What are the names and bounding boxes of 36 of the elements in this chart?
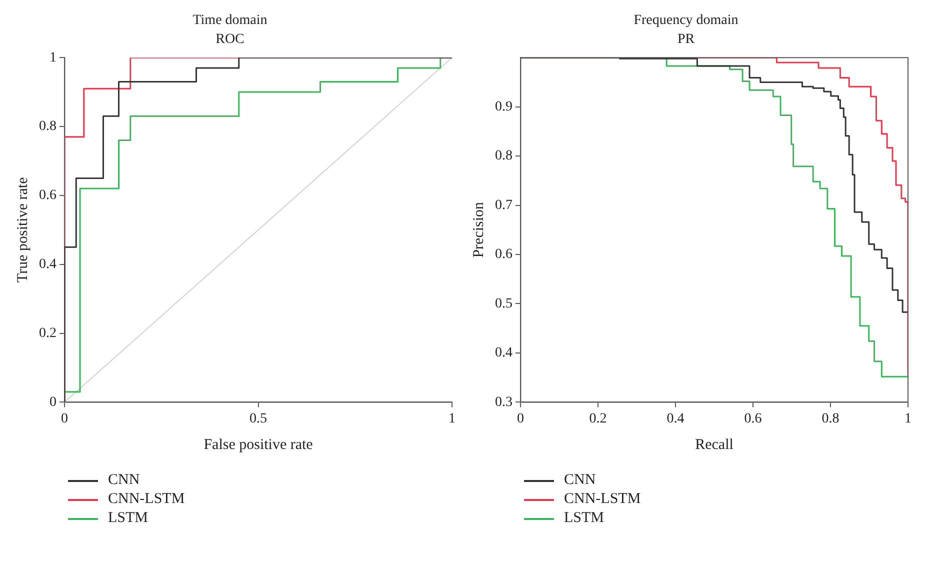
chart-title: Frequency domain: [634, 13, 738, 28]
y-tick-label: 0.2: [39, 326, 56, 341]
y-tick-label: 0.9: [495, 100, 512, 114]
y-tick-label: 0.5: [495, 296, 512, 312]
y-tick-label: 1: [50, 50, 56, 66]
y-tick-label: 0.4: [39, 257, 56, 272]
y-tick-label: 0.8: [39, 119, 56, 134]
legend-label: CNN: [564, 472, 596, 489]
y-axis-title: Precision: [470, 201, 487, 258]
x-axis-title: False positive rate: [204, 436, 314, 453]
y-tick-label: 0.4: [495, 346, 512, 361]
x-tick-label: 1: [448, 411, 456, 426]
chart-subtitle: PR: [677, 32, 696, 47]
x-tick-label: 0: [61, 411, 68, 426]
y-axis-title: True positive rate: [14, 176, 31, 283]
x-tick-label: 0.2: [589, 411, 607, 426]
legend-label: CNN-LSTM: [564, 491, 641, 508]
chart-subtitle: ROC: [216, 32, 244, 47]
legend-label: LSTM: [564, 510, 604, 527]
y-tick-label: 0.6: [495, 247, 512, 262]
y-tick-label: 0.8: [495, 148, 512, 164]
chart-title: Time domain: [192, 13, 268, 28]
x-tick-label: 0.5: [250, 411, 267, 426]
x-axis-title: Recall: [695, 436, 734, 453]
x-tick-label: 1: [904, 411, 912, 426]
legend-label: CNN-LSTM: [108, 491, 185, 508]
y-tick-label: 0: [50, 394, 56, 410]
x-tick-label: 0.8: [822, 411, 840, 426]
x-tick-label: 0.4: [666, 411, 684, 426]
legend-label: LSTM: [108, 510, 148, 527]
x-tick-label: 0: [517, 411, 524, 426]
y-tick-label: 0.3: [495, 394, 512, 410]
y-tick-label: 0.6: [39, 188, 56, 204]
y-tick-label: 0.7: [495, 198, 512, 213]
legend-label: CNN: [108, 472, 140, 489]
x-tick-label: 0.6: [744, 411, 762, 426]
